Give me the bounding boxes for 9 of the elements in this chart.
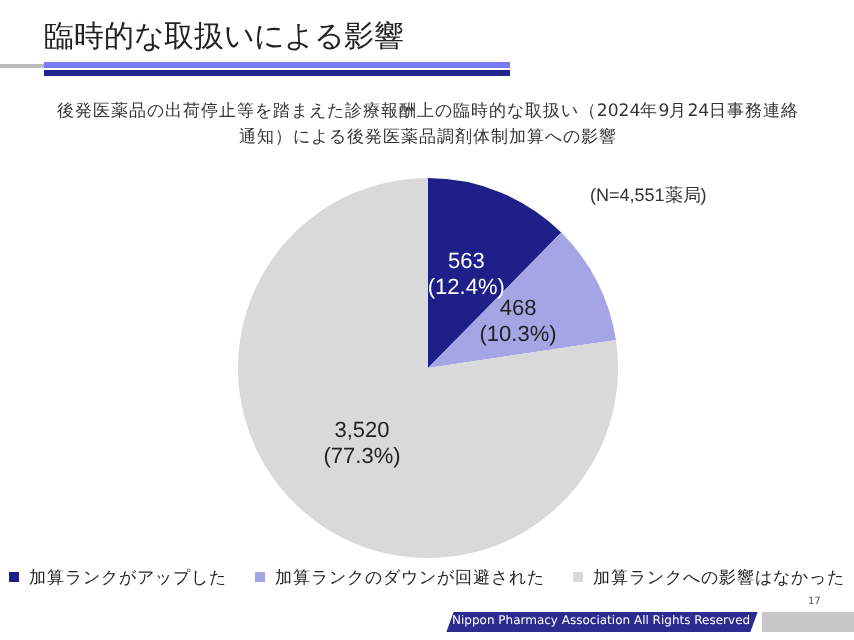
data-label: 468 (10.3%) bbox=[479, 297, 557, 348]
text: (N=4,551薬局) bbox=[590, 185, 707, 205]
data-label: 3,520 (77.3%) bbox=[323, 419, 401, 470]
legend-label: 加算ランクへの影響はなかった bbox=[593, 567, 845, 587]
chart-title: 臨時的な取扱いによる影響 bbox=[44, 18, 404, 56]
legend-label: 加算ランクのダウンが回避された bbox=[275, 567, 545, 587]
chart-subtitle: 後発医薬品の出荷停止等を踏まえた診療報酬上の臨時的な取扱い（2024年9月24日事務連絡通知）による後発医薬品調剤体制加算への影響 bbox=[54, 100, 802, 152]
data-label: 563 (12.4%) bbox=[427, 249, 505, 300]
legend-label: 加算ランクがアップした bbox=[29, 567, 227, 587]
